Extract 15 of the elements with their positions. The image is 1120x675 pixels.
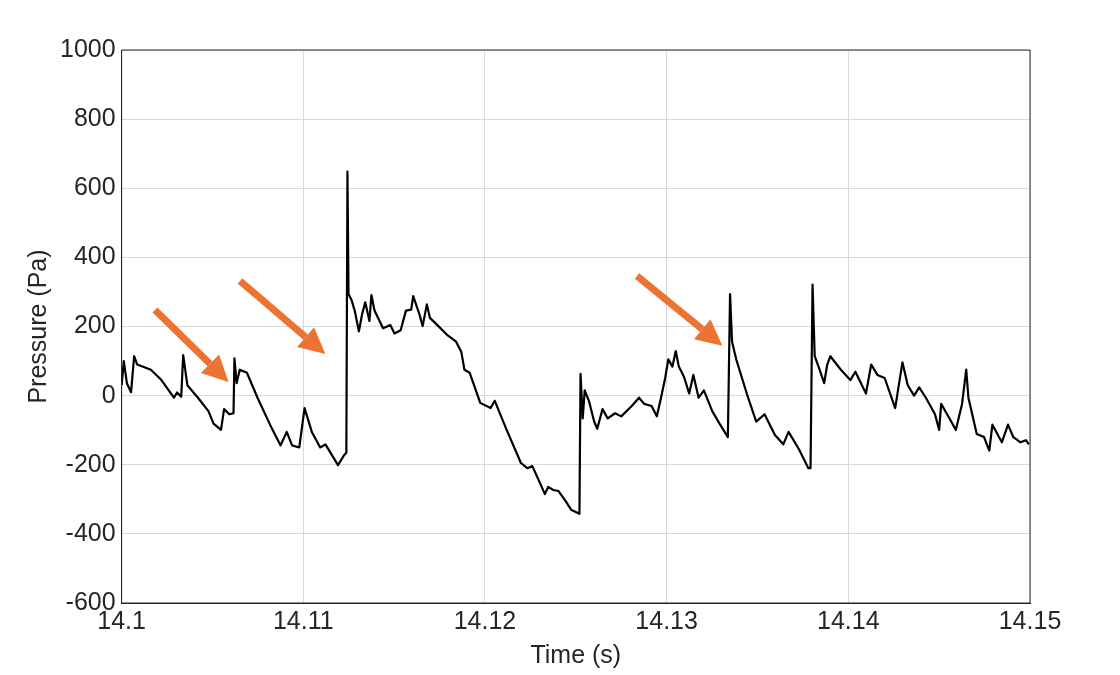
x-tick-label: 14.14	[817, 605, 880, 634]
y-tick-label: 200	[73, 310, 116, 339]
y-axis-title: Pressure (Pa)	[22, 249, 51, 404]
y-tick-label: -400	[65, 517, 116, 546]
y-tick-label: 600	[73, 172, 116, 201]
y-tick-label: 800	[73, 103, 116, 132]
x-tick-label: 14.15	[998, 605, 1062, 634]
y-tick-label: 400	[73, 241, 116, 270]
x-axis-title: Time (s)	[530, 639, 622, 668]
y-tick-label: -200	[65, 448, 116, 477]
y-tick-label: 0	[101, 379, 116, 408]
x-tick-label: 14.13	[635, 605, 698, 634]
y-tick-label: 1000	[59, 33, 116, 62]
x-tick-label: 14.12	[453, 605, 517, 634]
x-tick-label: 14.11	[272, 605, 334, 634]
